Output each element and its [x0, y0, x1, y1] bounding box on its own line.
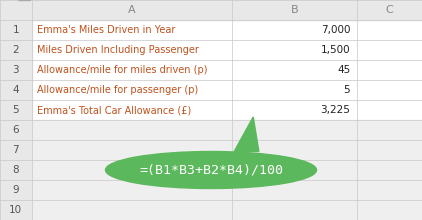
Bar	[0, 0, 422, 20]
Ellipse shape	[106, 152, 316, 189]
Text: C: C	[385, 5, 393, 15]
Text: B: B	[290, 5, 298, 15]
Text: 1,500: 1,500	[321, 45, 350, 55]
Text: 4: 4	[13, 85, 19, 95]
Text: =(B1*B3+B2*B4)/100: =(B1*B3+B2*B4)/100	[139, 163, 283, 176]
Text: A: A	[128, 5, 136, 15]
Bar	[32, 200, 422, 220]
Text: 9: 9	[13, 185, 19, 195]
Bar	[0, 0, 32, 220]
Text: 6: 6	[13, 125, 19, 135]
Text: 1: 1	[13, 25, 19, 35]
Text: Allowance/mile for passenger (p): Allowance/mile for passenger (p)	[37, 85, 198, 95]
Bar	[32, 120, 422, 140]
Text: 45: 45	[337, 65, 350, 75]
Text: Emma's Miles Driven in Year: Emma's Miles Driven in Year	[37, 25, 175, 35]
Text: Emma's Total Car Allowance (£): Emma's Total Car Allowance (£)	[37, 105, 191, 115]
Text: 8: 8	[13, 165, 19, 175]
Bar	[32, 140, 422, 160]
Text: 5: 5	[344, 85, 350, 95]
Text: Miles Driven Including Passenger: Miles Driven Including Passenger	[37, 45, 199, 55]
Text: Allowance/mile for miles driven (p): Allowance/mile for miles driven (p)	[37, 65, 207, 75]
Text: 7,000: 7,000	[321, 25, 350, 35]
Bar	[0, 0, 422, 20]
Text: 5: 5	[13, 105, 19, 115]
Text: 3,225: 3,225	[320, 105, 350, 115]
Polygon shape	[234, 117, 259, 152]
Text: 2: 2	[13, 45, 19, 55]
Bar	[32, 180, 422, 200]
Text: 7: 7	[13, 145, 19, 155]
Text: 10: 10	[9, 205, 22, 215]
Bar	[32, 160, 422, 180]
Text: 3: 3	[13, 65, 19, 75]
